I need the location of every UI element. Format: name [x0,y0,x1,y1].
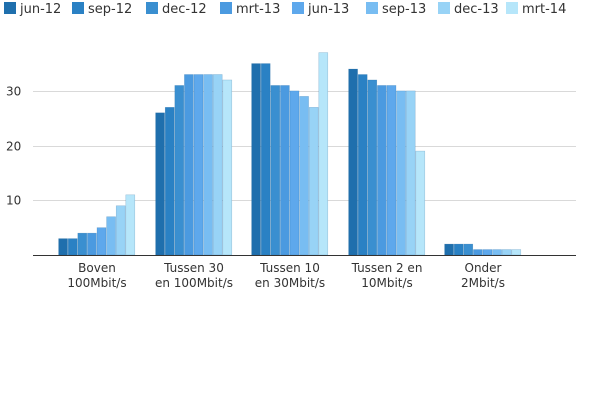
bar-sep-13-cat-3 [396,90,406,256]
legend-swatch-jun-13 [292,2,304,14]
legend-label-dec-13: dec-13 [454,2,499,17]
x-category-label-1-0: Tussen 30 [163,261,224,275]
bar-jun-12-cat-4 [444,243,454,256]
y-tick-label-10: 10 [6,194,21,208]
bar-mrt-14-cat-2 [318,52,329,256]
x-category-label-4-1: 2Mbit/s [461,276,505,290]
bar-mrt-13-cat-0 [87,232,97,256]
bars [58,52,522,256]
legend-swatch-jun-12 [4,2,16,14]
bar-jun-13-cat-4 [482,249,493,256]
bar-sep-12-cat-2 [260,63,271,256]
bar-mrt-14-cat-3 [415,150,426,256]
bar-dec-13-cat-3 [405,90,416,256]
bar-dec-12-cat-2 [270,85,281,256]
legend-label-sep-13: sep-13 [382,2,426,17]
bar-dec-12-cat-4 [463,243,474,256]
bar-mrt-13-cat-2 [280,85,290,256]
legend-swatch-mrt-14 [506,2,518,14]
legend-swatch-sep-13 [366,2,378,14]
y-axis-ticks: 10 20 30 [6,85,21,208]
bar-dec-13-cat-1 [212,74,223,256]
legend-label-mrt-13: mrt-13 [236,2,280,17]
bar-mrt-13-cat-4 [473,249,483,256]
x-category-label-3-1: 10Mbit/s [361,276,413,290]
legend-swatch-mrt-13 [220,2,232,14]
bar-dec-12-cat-3 [367,79,378,256]
legend-label-mrt-14: mrt-14 [522,2,566,17]
x-category-label-2-0: Tussen 10 [259,261,320,275]
bar-jun-13-cat-1 [193,74,204,256]
bar-mrt-13-cat-3 [377,85,387,256]
legend-swatch-dec-12 [146,2,158,14]
bar-dec-12-cat-0 [77,232,88,256]
bar-jun-13-cat-3 [386,85,397,256]
legend: jun-12 sep-12 dec-12 mrt-13 jun-13 sep-13 dec-… [4,2,566,17]
bar-mrt-14-cat-4 [511,249,522,256]
bar-jun-13-cat-2 [289,90,300,256]
bar-jun-13-cat-0 [96,227,107,256]
bar-sep-12-cat-1 [164,107,175,256]
y-tick-label-20: 20 [6,140,21,154]
bar-mrt-14-cat-1 [222,79,233,256]
legend-swatch-dec-13 [438,2,450,14]
bar-mrt-14-cat-0 [125,194,136,256]
bar-mrt-13-cat-1 [184,74,194,256]
x-category-label-0-0: Boven [78,261,116,275]
bar-dec-13-cat-2 [308,107,319,256]
bar-sep-13-cat-1 [203,74,213,256]
bar-dec-12-cat-1 [174,85,185,256]
legend-label-sep-12: sep-12 [88,2,132,17]
bar-dec-13-cat-0 [115,205,126,256]
bar-sep-12-cat-0 [67,238,78,256]
x-category-label-2-1: en 30Mbit/s [255,276,325,290]
legend-label-jun-13: jun-13 [307,2,349,17]
bar-sep-12-cat-4 [453,243,464,256]
legend-label-jun-12: jun-12 [19,2,61,17]
x-category-label-1-1: en 100Mbit/s [155,276,233,290]
x-category-label-0-1: 100Mbit/s [67,276,126,290]
bar-jun-12-cat-1 [155,112,165,256]
bar-jun-12-cat-3 [348,68,358,256]
y-tick-label-30: 30 [6,85,21,99]
legend-label-dec-12: dec-12 [162,2,207,17]
legend-swatch-sep-12 [72,2,84,14]
x-category-label-4-0: Onder [465,261,502,275]
bar-sep-13-cat-4 [492,249,502,256]
bar-sep-13-cat-2 [299,96,309,256]
bar-jun-12-cat-0 [58,238,68,256]
bar-jun-12-cat-2 [251,63,261,256]
bar-sep-12-cat-3 [357,74,368,256]
x-category-label-3-0: Tussen 2 en [351,261,423,275]
bar-sep-13-cat-0 [106,216,116,256]
bar-dec-13-cat-4 [501,249,512,256]
